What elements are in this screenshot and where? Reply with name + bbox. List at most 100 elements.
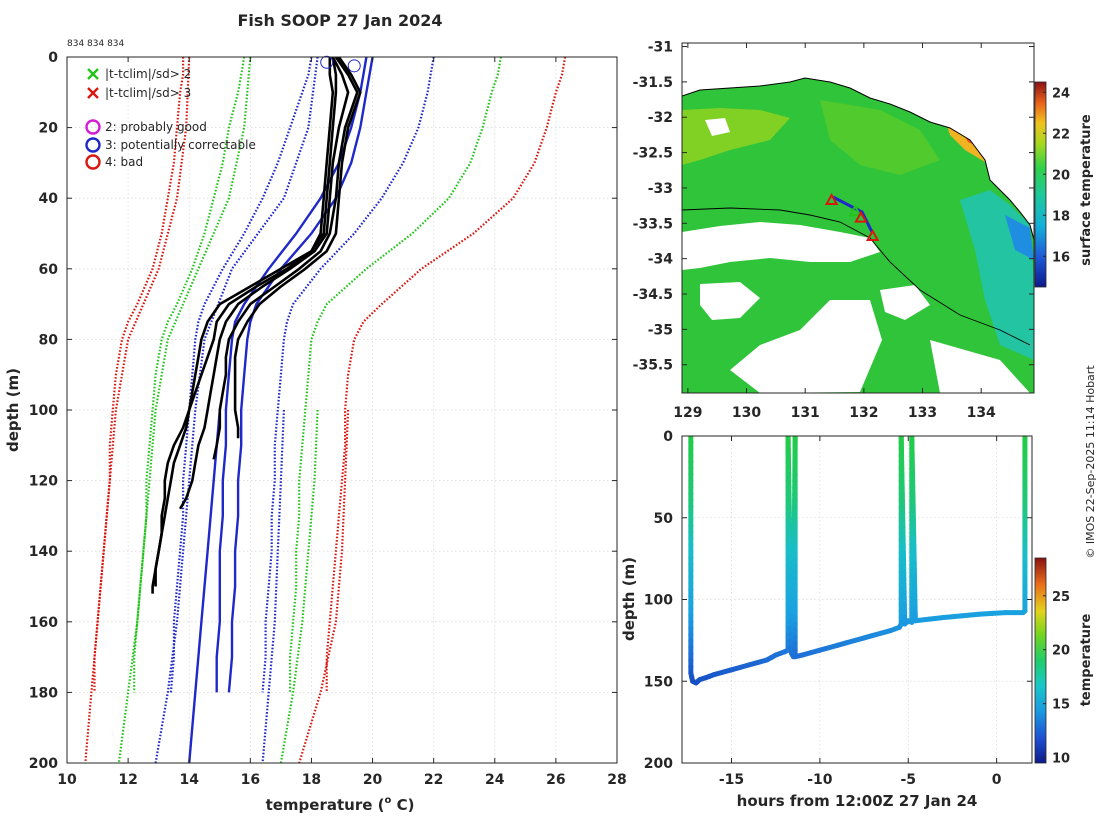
map-y-tick-label: -35: [648, 322, 673, 338]
left-y-tick-label: 160: [29, 615, 58, 631]
tow-ticks: -15 -10 -5 0 0 50 100 150 200: [644, 429, 1032, 788]
climatology-line: [84, 57, 191, 763]
climatology-line: [261, 409, 285, 763]
tow-colorbar-tick-label: 15: [1052, 698, 1070, 713]
map-colorbar-tick-label: 18: [1052, 209, 1070, 224]
legend-label: 2: probably good: [105, 120, 207, 134]
map-frame: [681, 42, 1035, 394]
map-ticks: 129 130 131 132 133 134 -31 -31.5 -32 -32.5 -33 -33…: [633, 40, 1034, 421]
tow-y-tick-label: 50: [654, 511, 674, 527]
temperature-profile-line: [178, 57, 350, 510]
left-x-tick-label: 22: [424, 772, 443, 788]
climatology-line: [298, 409, 350, 763]
left-x-tick-label: 14: [179, 772, 199, 788]
left-y-tick-label: 80: [39, 332, 59, 348]
legend-circle-marker: [85, 154, 101, 170]
sst-map: 129 130 131 132 133 134 -31 -31.5 -32 -32.5 -33 -33…: [633, 40, 1094, 421]
map-x-tick-label: 130: [732, 405, 761, 421]
x-label-main: temperature (: [266, 796, 385, 814]
left-chart-title: Fish SOOP 27 Jan 2024: [238, 11, 443, 30]
tow-series: [688, 436, 1028, 686]
map-colorbar-tick-label: 20: [1052, 168, 1070, 183]
map-y-tick-label: -34.5: [633, 287, 673, 303]
tow-colorbar-ticks: 10 15 20 25: [1043, 590, 1070, 767]
tow-x-axis-label: hours from 12:00Z 27 Jan 24: [737, 792, 978, 810]
left-x-tick-label: 10: [57, 772, 77, 788]
tow-colorbar-tick-label: 20: [1052, 644, 1070, 659]
tow-colorbar: [1034, 557, 1047, 764]
map-x-tick-label: 131: [791, 405, 820, 421]
left-x-tick-label: 12: [118, 772, 137, 788]
tow-colorbar-tick-label: 10: [1052, 752, 1070, 767]
track-marker: [865, 228, 880, 242]
map-x-tick-label: 129: [673, 405, 702, 421]
cloud-gap-5: [930, 340, 1030, 393]
legend-x-marker: [87, 68, 99, 80]
track-marker: [824, 192, 839, 205]
climatology-line: [154, 57, 319, 763]
tow-x-tick-label: -5: [900, 772, 916, 788]
imos-credit: © IMOS 22-Sep-2025 11:14 Hobart: [1084, 365, 1097, 559]
tow-y-tick-label: 150: [644, 674, 673, 690]
tow-path-segment: [941, 613, 964, 620]
tow-depth-chart: -15 -10 -5 0 0 50 100 150 200 hours from 12:00Z …: [620, 429, 1094, 810]
climatology-line: [93, 57, 185, 693]
left-y-tick-label: 200: [29, 756, 58, 772]
climatology-line: [188, 409, 221, 763]
cloud-gap-3: [880, 285, 930, 320]
climatology-line: [169, 57, 313, 693]
map-x-tick-label: 132: [849, 405, 878, 421]
left-x-ticks: 10 12 14 16 18 20 22 24 26 28: [57, 57, 627, 788]
map-colorbar-label: surface temperature: [1079, 114, 1094, 266]
tow-y-tick-label: 100: [644, 593, 673, 609]
track-marker: [848, 204, 862, 217]
map-colorbar-tick-label: 16: [1052, 250, 1070, 265]
sst-cold-patch: [1005, 215, 1034, 260]
track-marker: [854, 210, 868, 223]
tow-grid: [682, 436, 1032, 763]
map-y-tick-label: -31.5: [633, 75, 673, 91]
left-x-tick-label: 28: [607, 772, 626, 788]
map-y-tick-label: -31: [648, 40, 673, 56]
tow-y-axis-label: depth (m): [620, 557, 638, 641]
left-y-tick-label: 40: [39, 191, 59, 207]
temperature-profile-line: [233, 57, 362, 439]
coastline: [682, 77, 1034, 241]
legend-label: |t-tclim|/sd> 3: [105, 86, 191, 100]
left-x-axis-label: temperature (o C): [266, 795, 415, 814]
land-area: [682, 43, 1034, 240]
cloud-gap-1: [682, 222, 880, 270]
map-colorbar-tick-label: 22: [1052, 127, 1070, 142]
x-label-degree: o: [384, 795, 391, 806]
tow-y-tick-label: 200: [644, 756, 673, 772]
left-y-tick-label: 20: [39, 121, 59, 137]
legend-circle-marker: [85, 137, 101, 153]
left-legend: |t-tclim|/sd> 2 |t-tclim|/sd> 3 2: probabl…: [85, 67, 256, 170]
left-y-tick-label: 60: [39, 262, 59, 278]
legend-circle-marker: [85, 119, 101, 135]
left-y-tick-label: 180: [29, 685, 58, 701]
flag-circle: [320, 55, 334, 69]
left-y-tick-label: 0: [48, 50, 58, 66]
left-y-ticks: 0 20 40 60 80 100 120 140 160 180 200: [29, 50, 617, 772]
map-colorbar: [1034, 81, 1047, 288]
map-x-tick-label: 133: [908, 405, 937, 421]
cloud-gap-4: [730, 300, 882, 393]
map-x-tick-label: 134: [967, 405, 996, 421]
track-markers: [824, 192, 880, 242]
shelf-contour: [682, 207, 1031, 346]
sst-base: [682, 78, 1034, 393]
temperature-profile-line: [154, 57, 338, 587]
map-colorbar-ticks: 16 18 20 22 24: [1043, 86, 1070, 265]
sst-warm-patch-2: [820, 100, 940, 175]
climatology-line: [325, 57, 567, 693]
tow-y-tick-label: 0: [663, 429, 673, 445]
cruise-ids: 834 834 834: [67, 39, 125, 49]
left-y-tick-label: 140: [29, 544, 58, 560]
temperature-profile-line: [212, 57, 359, 460]
legend-label: 3: potentially correctable: [105, 138, 256, 152]
map-y-tick-label: -32: [648, 110, 673, 126]
profile-lines: [151, 57, 362, 594]
legend-label: 4: bad: [105, 155, 143, 169]
